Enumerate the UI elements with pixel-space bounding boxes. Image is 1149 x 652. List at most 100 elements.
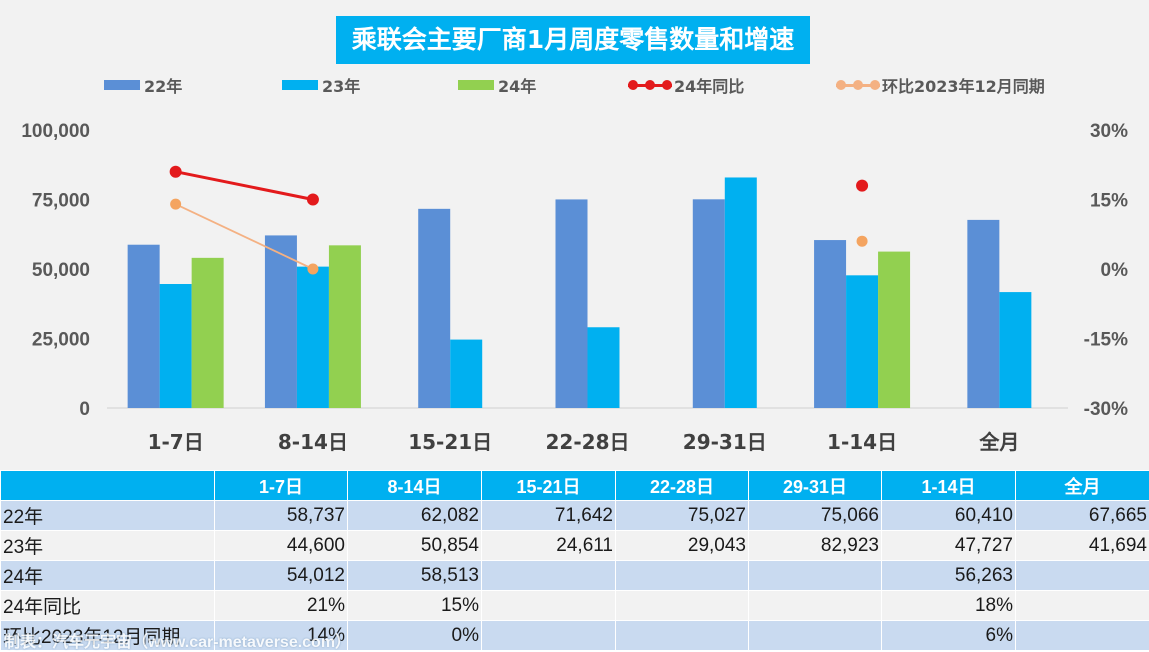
bar <box>999 292 1031 408</box>
chart-plot: 100,00075,00050,00025,000030%15%0%-15%-3… <box>0 0 1149 470</box>
table-header-cell: 1-14日 <box>882 471 1016 501</box>
table-cell: 75,027 <box>616 501 749 531</box>
y-left-tick-label: 25,000 <box>32 330 90 351</box>
bar <box>265 235 297 408</box>
table-row-label: 24年 <box>1 561 215 591</box>
table-cell: 71,642 <box>482 501 616 531</box>
bar <box>693 199 725 408</box>
table-cell: 50,854 <box>348 531 482 561</box>
bar <box>588 327 620 408</box>
table-cell <box>1016 591 1149 621</box>
series-point <box>170 166 182 178</box>
x-tick-label: 22-28日 <box>546 430 630 454</box>
legend-label-22: 22年 <box>144 73 182 97</box>
watermark-text: 制表：汽车元宇宙（www.car-metaverse.com） <box>4 628 351 652</box>
legend-label-mom: 环比2023年12月同期 <box>882 73 1045 97</box>
table-cell: 82,923 <box>749 531 882 561</box>
x-tick-label: 1-7日 <box>148 430 204 454</box>
table-cell: 60,410 <box>882 501 1016 531</box>
table-cell: 47,727 <box>882 531 1016 561</box>
bar <box>878 252 910 408</box>
table-cell: 54,012 <box>215 561 348 591</box>
y-left-tick-label: 50,000 <box>32 260 90 281</box>
table-cell <box>616 621 749 651</box>
table-cell <box>749 621 882 651</box>
table-header-cell: 22-28日 <box>616 471 749 501</box>
table-cell: 44,600 <box>215 531 348 561</box>
bar <box>192 258 224 408</box>
table-cell <box>616 591 749 621</box>
bar <box>846 275 878 408</box>
y-right-tick-label: 15% <box>1090 191 1128 212</box>
bar <box>725 177 757 408</box>
data-table: 1-7日 8-14日 15-21日 22-28日 29-31日 1-14日 全月… <box>0 470 1149 651</box>
legend-swatch-22 <box>104 80 140 90</box>
legend-mom: 环比2023年12月同期 <box>836 74 1045 96</box>
legend-marker-mom <box>836 78 880 92</box>
series-point <box>857 236 868 247</box>
table-row-label: 24年同比 <box>1 591 215 621</box>
series-point <box>307 264 318 275</box>
table-cell: 41,694 <box>1016 531 1149 561</box>
table-header-cell <box>1 471 215 501</box>
legend-23: 23年 <box>282 74 360 96</box>
legend-label-23: 23年 <box>322 73 360 97</box>
table-cell: 24,611 <box>482 531 616 561</box>
y-right-tick-label: -15% <box>1084 330 1128 351</box>
bar <box>297 267 329 408</box>
bar <box>814 240 846 408</box>
y-left-tick-label: 0 <box>79 399 90 420</box>
table-cell <box>1016 621 1149 651</box>
table-header-cell: 29-31日 <box>749 471 882 501</box>
y-right-tick-label: -30% <box>1084 399 1128 420</box>
legend-yoy: 24年同比 <box>628 74 744 96</box>
bar <box>450 340 482 408</box>
x-tick-label: 15-21日 <box>408 430 492 454</box>
legend-label-yoy: 24年同比 <box>674 73 744 97</box>
series-point <box>307 194 319 206</box>
y-left-tick-label: 100,000 <box>21 121 90 142</box>
table-row-label: 22年 <box>1 501 215 531</box>
x-tick-label: 1-14日 <box>827 430 897 454</box>
y-left-tick-label: 75,000 <box>32 191 90 212</box>
table-cell <box>1016 561 1149 591</box>
series-point <box>856 180 868 192</box>
table-cell: 56,263 <box>882 561 1016 591</box>
x-tick-label: 29-31日 <box>683 430 767 454</box>
legend-swatch-24 <box>458 80 494 90</box>
table-cell: 29,043 <box>616 531 749 561</box>
bar <box>967 220 999 408</box>
y-right-tick-label: 0% <box>1101 260 1129 281</box>
legend-label-24: 24年 <box>498 73 536 97</box>
table-cell: 75,066 <box>749 501 882 531</box>
legend-marker-yoy <box>628 78 672 92</box>
bar <box>329 245 361 408</box>
table-cell: 58,513 <box>348 561 482 591</box>
legend-swatch-23 <box>282 80 318 90</box>
table-cell: 0% <box>348 621 482 651</box>
legend-24: 24年 <box>458 74 536 96</box>
table-cell: 58,737 <box>215 501 348 531</box>
x-tick-label: 全月 <box>978 430 1019 454</box>
legend-22: 22年 <box>104 74 182 96</box>
table-cell: 18% <box>882 591 1016 621</box>
series-point <box>170 199 181 210</box>
table-cell <box>749 561 882 591</box>
table-row: 22年 58,737 62,082 71,642 75,027 75,066 6… <box>1 501 1149 531</box>
table-header-cell: 15-21日 <box>482 471 616 501</box>
table-cell: 62,082 <box>348 501 482 531</box>
x-tick-label: 8-14日 <box>278 430 348 454</box>
table-cell <box>616 561 749 591</box>
table-header-cell: 8-14日 <box>348 471 482 501</box>
table-row-label: 23年 <box>1 531 215 561</box>
table-header-cell: 全月 <box>1016 471 1149 501</box>
table-cell: 6% <box>882 621 1016 651</box>
table-cell <box>482 621 616 651</box>
table-header-row: 1-7日 8-14日 15-21日 22-28日 29-31日 1-14日 全月 <box>1 471 1149 501</box>
table-header-cell: 1-7日 <box>215 471 348 501</box>
table-row: 24年 54,012 58,513 56,263 <box>1 561 1149 591</box>
table-cell <box>482 561 616 591</box>
table-row: 24年同比 21% 15% 18% <box>1 591 1149 621</box>
table-cell: 15% <box>348 591 482 621</box>
